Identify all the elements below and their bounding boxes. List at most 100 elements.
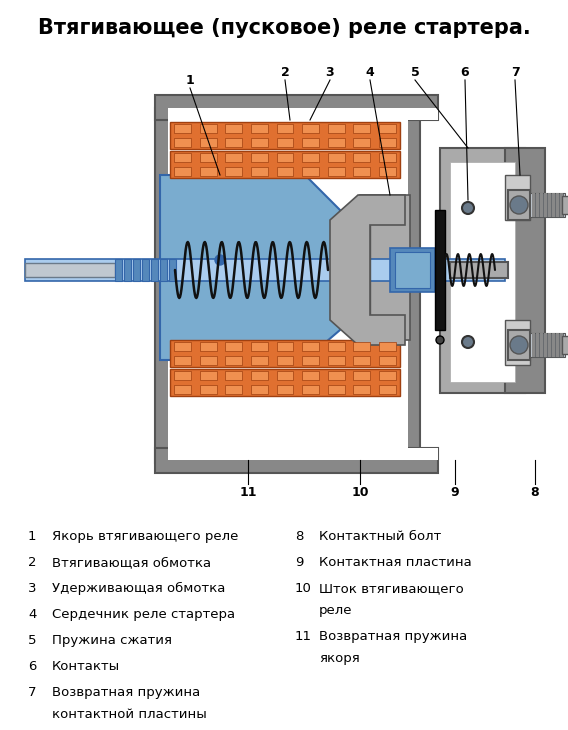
Bar bbox=[174, 356, 191, 365]
Bar bbox=[142, 259, 149, 281]
Text: якоря: якоря bbox=[319, 652, 360, 665]
Bar bbox=[302, 166, 319, 176]
Bar bbox=[544, 333, 547, 357]
Bar bbox=[450, 162, 515, 382]
Bar bbox=[151, 259, 158, 281]
Bar bbox=[379, 342, 396, 351]
Bar bbox=[25, 263, 115, 277]
Bar bbox=[302, 356, 319, 365]
Bar bbox=[200, 342, 217, 351]
Bar bbox=[277, 342, 294, 351]
Polygon shape bbox=[330, 195, 405, 345]
Bar bbox=[358, 220, 370, 320]
Bar bbox=[200, 124, 217, 133]
Bar bbox=[200, 356, 217, 365]
Bar bbox=[353, 166, 370, 176]
Bar bbox=[508, 330, 530, 360]
Bar bbox=[155, 108, 420, 463]
Text: Возвратная пружина: Возвратная пружина bbox=[52, 686, 201, 699]
Bar bbox=[328, 372, 345, 380]
Text: Шток втягивающего: Шток втягивающего bbox=[319, 582, 463, 595]
Text: Контактный болт: Контактный болт bbox=[319, 530, 441, 543]
Bar bbox=[225, 124, 243, 133]
Bar bbox=[328, 342, 345, 351]
Bar bbox=[536, 333, 539, 357]
Bar bbox=[328, 385, 345, 393]
Bar bbox=[548, 193, 551, 217]
Bar bbox=[379, 356, 396, 365]
Text: 4: 4 bbox=[366, 66, 374, 79]
Bar bbox=[532, 193, 535, 217]
Bar bbox=[532, 333, 535, 357]
Bar bbox=[170, 151, 400, 178]
Bar bbox=[302, 124, 319, 133]
Bar bbox=[277, 138, 294, 147]
Text: Контактная пластина: Контактная пластина bbox=[319, 556, 472, 569]
Bar bbox=[251, 385, 268, 393]
Text: 11: 11 bbox=[239, 485, 257, 499]
Bar bbox=[540, 193, 543, 217]
Bar bbox=[508, 190, 530, 220]
Bar bbox=[440, 148, 525, 393]
Text: Сердечник реле стартера: Сердечник реле стартера bbox=[52, 608, 235, 621]
Bar bbox=[390, 248, 435, 292]
Bar bbox=[556, 193, 559, 217]
Bar bbox=[155, 95, 438, 120]
Bar bbox=[168, 448, 438, 460]
Text: 4: 4 bbox=[28, 608, 36, 621]
Bar bbox=[548, 333, 551, 357]
Text: Пружина сжатия: Пружина сжатия bbox=[52, 634, 172, 647]
Bar bbox=[302, 385, 319, 393]
Bar bbox=[302, 138, 319, 147]
Bar bbox=[170, 369, 400, 396]
Bar bbox=[225, 356, 243, 365]
Text: 6: 6 bbox=[28, 660, 36, 673]
Text: Якорь втягивающего реле: Якорь втягивающего реле bbox=[52, 530, 239, 543]
Bar bbox=[277, 124, 294, 133]
Bar bbox=[200, 372, 217, 380]
Text: 10: 10 bbox=[351, 485, 369, 499]
Bar bbox=[505, 320, 530, 365]
Bar bbox=[277, 356, 294, 365]
Bar bbox=[170, 340, 400, 367]
Bar bbox=[562, 196, 568, 214]
Bar bbox=[302, 342, 319, 351]
Bar bbox=[225, 138, 243, 147]
Text: Удерживающая обмотка: Удерживающая обмотка bbox=[52, 582, 225, 595]
Ellipse shape bbox=[436, 336, 444, 344]
Bar bbox=[353, 124, 370, 133]
Bar bbox=[536, 193, 539, 217]
Bar bbox=[540, 193, 543, 217]
Bar bbox=[556, 193, 559, 217]
Bar bbox=[169, 259, 176, 281]
Bar bbox=[251, 153, 268, 162]
Bar bbox=[540, 333, 543, 357]
Bar bbox=[530, 333, 565, 357]
Bar bbox=[174, 372, 191, 380]
Bar bbox=[251, 124, 268, 133]
Text: Втягивающее (пусковое) реле стартера.: Втягивающее (пусковое) реле стартера. bbox=[37, 18, 531, 38]
Bar bbox=[379, 166, 396, 176]
Ellipse shape bbox=[462, 202, 474, 214]
Bar bbox=[328, 356, 345, 365]
Bar bbox=[155, 448, 438, 473]
Bar bbox=[277, 166, 294, 176]
Bar bbox=[548, 333, 551, 357]
Bar bbox=[353, 138, 370, 147]
Bar bbox=[160, 259, 167, 281]
Bar bbox=[560, 333, 563, 357]
Bar bbox=[174, 342, 191, 351]
Bar bbox=[353, 153, 370, 162]
Bar bbox=[277, 372, 294, 380]
Bar bbox=[168, 120, 408, 450]
Text: 3: 3 bbox=[28, 582, 36, 595]
Bar bbox=[174, 124, 191, 133]
Bar bbox=[277, 153, 294, 162]
Bar bbox=[532, 333, 535, 357]
Bar bbox=[548, 193, 551, 217]
Bar bbox=[25, 259, 505, 281]
Bar bbox=[450, 262, 508, 278]
Bar bbox=[302, 153, 319, 162]
Bar bbox=[174, 166, 191, 176]
Text: 5: 5 bbox=[28, 634, 36, 647]
